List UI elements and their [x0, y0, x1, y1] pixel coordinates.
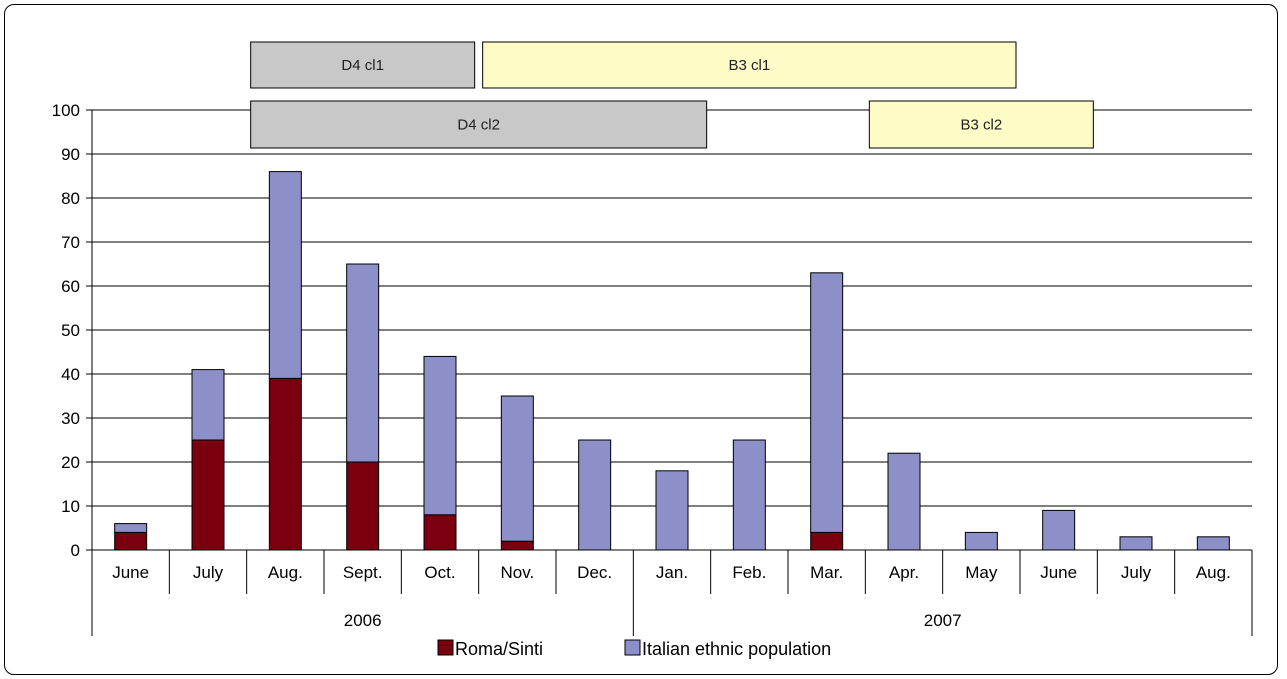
x-tick-label: Sept. — [343, 563, 383, 582]
x-tick-label: Aug. — [268, 563, 303, 582]
bar-segment-roma-sinti — [500, 540, 534, 551]
bars — [114, 171, 1230, 551]
bar-segment-italian — [268, 171, 302, 379]
x-tick-label: Feb. — [732, 563, 766, 582]
bar-segment-italian — [1196, 536, 1230, 551]
clade-label: B3 cl1 — [728, 57, 770, 74]
clade-box — [250, 100, 708, 149]
bar-segment-roma-sinti — [423, 514, 457, 551]
clade-annotations: D4 cl1 B3 cl1 D4 cl2 B3 cl2 — [250, 41, 1094, 149]
x-tick-label: June — [112, 563, 149, 582]
legend-swatch — [437, 639, 454, 656]
legend: Roma/Sinti Italian ethnic population — [437, 639, 831, 659]
clade-label: B3 cl2 — [960, 117, 1002, 134]
y-tick-label: 0 — [71, 541, 80, 560]
bar-segment-italian — [655, 470, 689, 551]
x-tick-label: Dec. — [577, 563, 612, 582]
bar-segment-italian — [423, 355, 457, 516]
y-tick-label: 80 — [61, 189, 80, 208]
bar-segment-italian — [346, 263, 380, 463]
bar-segment-roma-sinti — [268, 377, 302, 551]
clade-box — [482, 41, 1017, 89]
legend-swatch — [624, 639, 641, 656]
x-tick-label: Oct. — [424, 563, 455, 582]
x-tick-label: Apr. — [889, 563, 919, 582]
bar-segment-italian — [887, 452, 921, 551]
bar-segment-roma-sinti — [191, 439, 225, 551]
legend-label: Italian ethnic population — [642, 639, 831, 659]
bar-segment-italian — [500, 395, 534, 542]
clade-box — [868, 100, 1094, 149]
x-tick-label: Aug. — [1196, 563, 1231, 582]
x-tick-label: Mar. — [810, 563, 843, 582]
bar-segment-italian — [578, 439, 612, 551]
bar-segment-roma-sinti — [810, 531, 844, 551]
x-tick-label: July — [193, 563, 224, 582]
bar-segment-roma-sinti — [346, 461, 380, 551]
x-tick-label: Nov. — [500, 563, 534, 582]
y-tick-label: 10 — [61, 497, 80, 516]
clade-box — [250, 41, 476, 89]
legend-label: Roma/Sinti — [455, 639, 543, 659]
gridlines — [92, 109, 1252, 507]
bar-segment-italian — [191, 369, 225, 441]
y-tick-label: 40 — [61, 365, 80, 384]
x-group-label: 2007 — [924, 611, 962, 630]
x-tick-label: July — [1121, 563, 1152, 582]
clade-label: D4 cl2 — [457, 117, 500, 134]
x-tick-label: Jan. — [656, 563, 688, 582]
y-tick-label: 100 — [52, 101, 80, 120]
y-tick-label: 90 — [61, 145, 80, 164]
x-group-label: 2006 — [344, 611, 382, 630]
y-tick-label: 20 — [61, 453, 80, 472]
clade-label: D4 cl1 — [341, 57, 384, 74]
bar-segment-italian — [732, 439, 766, 551]
bar-segment-italian — [964, 531, 998, 551]
x-tick-label: June — [1040, 563, 1077, 582]
axes: 0 10 20 30 40 50 60 70 80 90 100 June July Aug. Sept. O… — [52, 101, 1253, 636]
y-tick-label: 30 — [61, 409, 80, 428]
bar-segment-italian — [114, 523, 148, 533]
y-tick-label: 70 — [61, 233, 80, 252]
y-tick-label: 50 — [61, 321, 80, 340]
y-tick-label: 60 — [61, 277, 80, 296]
bar-segment-italian — [1042, 509, 1076, 551]
bar-segment-italian — [1119, 536, 1153, 551]
bar-segment-roma-sinti — [114, 531, 148, 551]
x-tick-label: May — [965, 563, 998, 582]
bar-segment-italian — [810, 272, 844, 533]
